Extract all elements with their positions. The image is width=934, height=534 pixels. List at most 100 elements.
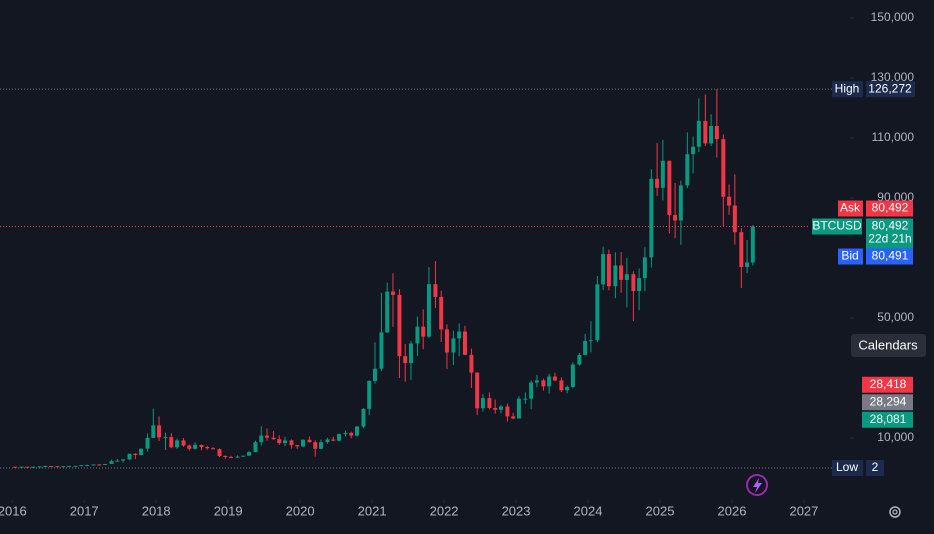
candle-body [642,257,647,279]
y-tick-label: 150,000 [871,10,915,24]
candle-body [732,205,737,233]
high-name: High [835,81,860,95]
candle-body [133,453,138,455]
candle-body [588,340,593,342]
candle-body [385,291,390,333]
x-tick-label: 2026 [718,503,747,518]
y-tick-label: 110,000 [872,130,915,144]
candle-body [655,178,660,188]
tag-name: BTCUSD [812,219,862,233]
candle-body [336,434,341,441]
x-tick-label: 2027 [789,503,818,518]
candle-body [229,456,234,458]
candle-body [37,466,42,468]
high-name-bg [832,81,863,98]
candle-body [606,254,611,287]
x-tick-label: 2019 [214,503,243,518]
settings-icon[interactable] [889,506,901,518]
candle-body [361,408,366,427]
candle-body [372,368,377,381]
x-tick-label: 2024 [574,503,603,518]
candle-body [534,380,539,383]
candle-body [487,398,492,408]
candle-body [493,407,498,410]
candle-body [109,461,114,464]
candle-body [181,440,186,446]
candle-body [325,439,330,443]
candle-body [235,456,240,458]
candle-body [624,274,629,280]
x-tick-label: 2020 [286,503,315,518]
candle-body [151,425,156,438]
low-name: Low [836,460,858,474]
candle-body [660,160,665,188]
candle-body [750,226,755,263]
tag-name-bg [812,218,862,235]
candle-body [475,372,480,409]
candle-body [31,466,36,468]
candle-body [619,265,624,280]
candle-body [193,444,198,449]
candle-body [175,440,180,448]
candle-body [85,465,90,467]
candle-body [163,437,168,439]
candle-body [115,460,120,462]
candle-body [313,442,318,449]
low-name-bg [832,459,863,476]
candle-body [307,439,312,443]
icon-ring [746,474,768,496]
indicator-tag-bg [862,394,913,411]
candle-body [343,432,348,435]
candle-body [49,465,54,467]
x-tick-label: 2023 [502,503,531,518]
candle-body [457,331,462,339]
tag-value-bg [866,200,913,217]
candle-body [547,376,552,387]
candle-body [241,455,246,457]
candle-body [727,196,732,206]
candle-body [67,465,72,467]
indicator-tag-bg [862,376,913,393]
tag-value: 80,492 [872,219,909,233]
candle-body [211,448,216,450]
indicator-tag-value: 28,418 [870,377,907,391]
candle-body [745,262,750,267]
candle-body [390,291,395,295]
button-label[interactable]: Calendars [858,337,918,352]
candle-body [739,232,744,267]
candle-body [523,398,528,400]
candle-body [583,341,588,355]
candle-body [331,439,336,441]
gear-hub [892,509,898,515]
assistant-icon[interactable] [746,474,768,496]
candle-body [79,465,84,467]
candle-body [709,125,714,144]
candle-body [91,464,96,466]
candle-body [73,465,78,467]
candle-body [516,398,521,419]
candle-body [631,274,636,291]
low-value: 2 [872,460,879,474]
candle-body [451,338,456,353]
candle-body [354,426,359,436]
candle-body [529,382,534,399]
candle-body [637,278,642,291]
candle-body [43,465,48,467]
candle-body [505,406,510,417]
candle-body [691,146,696,155]
calendars-button[interactable]: Calendars [851,334,926,357]
x-tick-label: 2025 [646,503,675,518]
candle-body [97,464,102,466]
candle-body [25,466,30,468]
candle-body [247,452,252,456]
indicator-tag-value: 28,294 [870,394,907,408]
candle-body [685,154,690,186]
x-tick-label: 2017 [70,503,99,518]
candle-body [121,459,126,461]
candle-body [433,284,438,297]
candle-body [421,326,426,337]
candle-body [265,435,270,438]
candle-body [613,265,618,287]
candle-body [318,442,323,449]
candle-body [379,332,384,369]
